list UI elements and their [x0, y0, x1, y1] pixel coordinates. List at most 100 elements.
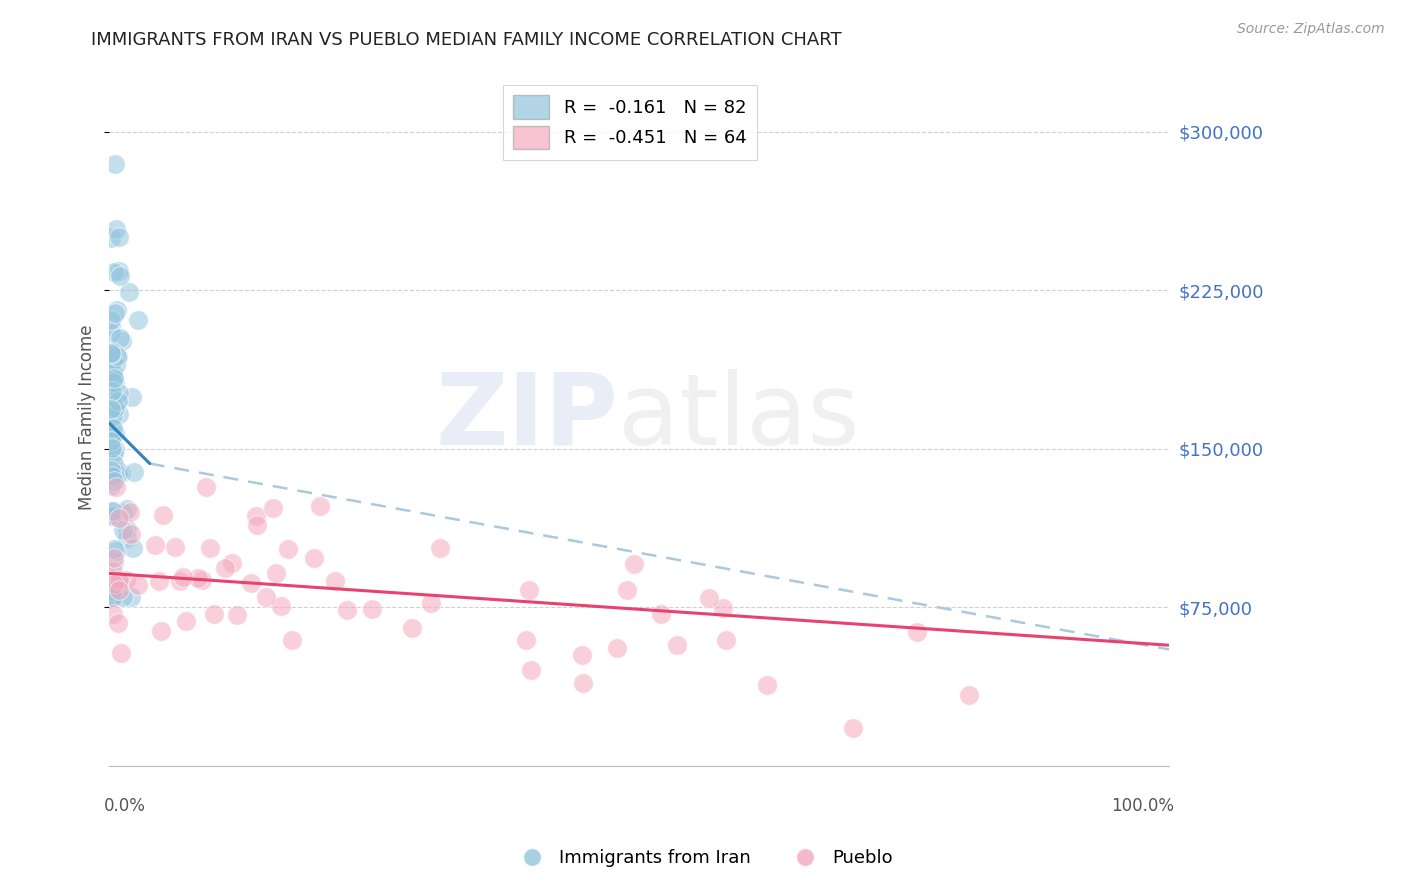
Point [104, 401, 127, 416]
Point [117, 531, 139, 545]
Point [623, 557, 645, 571]
Point [127, 313, 149, 327]
Point [103, 265, 125, 279]
Point [101, 607, 124, 621]
Point [103, 555, 125, 569]
Point [108, 573, 131, 587]
Point [118, 285, 141, 299]
Point [103, 457, 125, 471]
Point [103, 509, 125, 524]
Text: 100.0%: 100.0% [1112, 797, 1174, 815]
Point [152, 508, 174, 522]
Point [105, 350, 128, 364]
Point [905, 625, 928, 640]
Point [120, 590, 142, 604]
Point [107, 467, 129, 482]
Point [616, 583, 638, 598]
Point [104, 442, 127, 456]
Point [100, 407, 122, 421]
Point [226, 608, 249, 623]
Point [149, 624, 172, 639]
Point [148, 574, 170, 589]
Point [308, 500, 330, 514]
Point [277, 541, 299, 556]
Point [716, 633, 738, 648]
Point [107, 302, 129, 317]
Point [104, 222, 127, 236]
Point [198, 541, 221, 556]
Point [420, 596, 443, 610]
Text: IMMIGRANTS FROM IRAN VS PUEBLO MEDIAN FAMILY INCOME CORRELATION CHART: IMMIGRANTS FROM IRAN VS PUEBLO MEDIAN FA… [91, 31, 842, 49]
Point [100, 313, 122, 327]
Point [107, 583, 129, 598]
Point [571, 648, 593, 663]
Point [103, 401, 125, 415]
Point [105, 480, 128, 494]
Point [246, 517, 269, 532]
Point [163, 540, 186, 554]
Point [101, 504, 124, 518]
Point [107, 615, 129, 630]
Point [107, 351, 129, 365]
Point [262, 500, 284, 515]
Point [174, 614, 197, 628]
Point [756, 678, 779, 692]
Point [104, 590, 127, 604]
Point [100, 504, 122, 518]
Point [107, 386, 129, 401]
Point [124, 465, 146, 479]
Point [957, 688, 980, 702]
Point [221, 556, 243, 570]
Point [103, 580, 125, 594]
Point [169, 574, 191, 589]
Point [110, 467, 132, 481]
Point [100, 478, 122, 492]
Point [666, 638, 689, 652]
Point [270, 599, 292, 614]
Point [239, 576, 262, 591]
Point [110, 646, 132, 660]
Point [101, 345, 124, 359]
Point [108, 408, 131, 422]
Point [103, 551, 125, 566]
Point [606, 641, 628, 656]
Point [112, 590, 135, 604]
Point [100, 231, 122, 245]
Text: atlas: atlas [619, 368, 860, 466]
Point [101, 441, 124, 455]
Point [517, 583, 540, 598]
Point [105, 543, 128, 558]
Point [105, 358, 128, 372]
Point [103, 371, 125, 385]
Point [697, 591, 720, 605]
Point [323, 574, 346, 588]
Point [101, 469, 124, 483]
Point [104, 306, 127, 320]
Point [103, 590, 125, 604]
Point [100, 463, 122, 477]
Point [401, 621, 423, 635]
Point [100, 318, 122, 333]
Point [101, 354, 124, 368]
Point [281, 633, 304, 648]
Point [120, 506, 142, 520]
Point [108, 331, 131, 345]
Point [121, 390, 143, 404]
Point [120, 527, 142, 541]
Point [101, 390, 124, 404]
Point [112, 523, 135, 537]
Point [194, 480, 217, 494]
Point [101, 384, 124, 398]
Text: Source: ZipAtlas.com: Source: ZipAtlas.com [1237, 22, 1385, 37]
Point [101, 564, 124, 578]
Point [187, 571, 209, 585]
Point [103, 420, 125, 434]
Point [191, 573, 214, 587]
Point [114, 573, 136, 587]
Point [103, 474, 125, 488]
Text: ZIP: ZIP [436, 368, 619, 466]
Point [101, 363, 124, 377]
Point [108, 510, 131, 524]
Point [108, 264, 131, 278]
Y-axis label: Median Family Income: Median Family Income [79, 325, 96, 510]
